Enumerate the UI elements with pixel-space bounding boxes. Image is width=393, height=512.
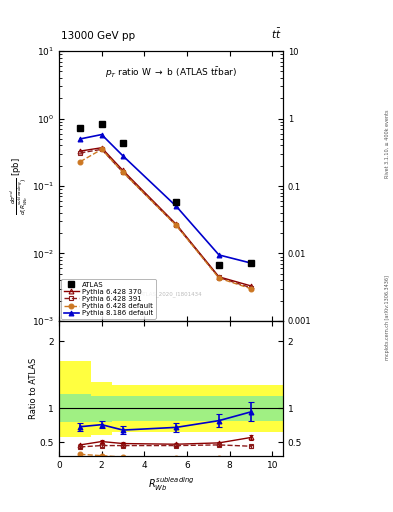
Pythia 6.428 default [99,146,104,153]
Pythia 6.428 370 [121,167,125,174]
Pythia 6.428 391 [78,150,83,156]
ATLAS [121,140,125,146]
Y-axis label: $\frac{d\sigma^{nd}}{d(R_{Wb}^{subleading})}$ [pb]: $\frac{d\sigma^{nd}}{d(R_{Wb}^{subleadin… [9,157,30,215]
X-axis label: $R_{Wb}^{subleading}$: $R_{Wb}^{subleading}$ [148,475,194,493]
Pythia 6.428 391 [99,146,104,153]
ATLAS [99,121,104,127]
Text: $p_T$ ratio W $\rightarrow$ b (ATLAS t$\bar{t}$bar): $p_T$ ratio W $\rightarrow$ b (ATLAS t$\… [105,65,237,79]
Pythia 6.428 370 [217,274,221,280]
Line: Pythia 6.428 default: Pythia 6.428 default [78,147,253,291]
ATLAS [249,260,253,266]
Line: Pythia 8.186 default: Pythia 8.186 default [78,132,253,266]
Text: 13000 GeV pp: 13000 GeV pp [61,31,135,41]
Pythia 6.428 391 [217,274,221,281]
Pythia 6.428 370 [78,148,83,154]
Text: $t\bar{t}$: $t\bar{t}$ [270,27,281,41]
Pythia 6.428 default [121,169,125,175]
Line: ATLAS: ATLAS [77,121,254,268]
Line: Pythia 6.428 391: Pythia 6.428 391 [78,147,253,290]
Pythia 6.428 391 [174,222,179,228]
Pythia 6.428 370 [174,221,179,227]
ATLAS [78,125,83,131]
Pythia 6.428 default [174,222,179,228]
Pythia 8.186 default [121,153,125,159]
Text: ATLAS_2020_I1801434: ATLAS_2020_I1801434 [140,291,202,297]
Pythia 6.428 default [249,286,253,292]
Pythia 6.428 default [217,275,221,281]
Pythia 8.186 default [174,203,179,209]
Pythia 6.428 391 [249,285,253,291]
Pythia 8.186 default [249,260,253,266]
Pythia 6.428 370 [249,283,253,289]
ATLAS [174,199,179,205]
Pythia 6.428 391 [121,169,125,175]
ATLAS [217,262,221,268]
Y-axis label: Ratio to ATLAS: Ratio to ATLAS [29,358,39,419]
Pythia 8.186 default [217,252,221,258]
Text: Rivet 3.1.10, ≥ 400k events: Rivet 3.1.10, ≥ 400k events [385,109,389,178]
Legend: ATLAS, Pythia 6.428 370, Pythia 6.428 391, Pythia 6.428 default, Pythia 8.186 de: ATLAS, Pythia 6.428 370, Pythia 6.428 39… [61,279,156,319]
Pythia 6.428 370 [99,145,104,151]
Text: mcplots.cern.ch [arXiv:1306.3436]: mcplots.cern.ch [arXiv:1306.3436] [385,275,389,360]
Pythia 8.186 default [78,136,83,142]
Pythia 6.428 default [78,159,83,165]
Pythia 8.186 default [99,132,104,138]
Line: Pythia 6.428 370: Pythia 6.428 370 [78,145,253,288]
